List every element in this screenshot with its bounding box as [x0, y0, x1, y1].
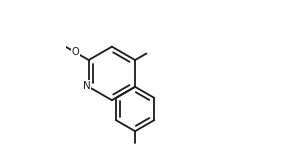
Text: N: N: [83, 81, 91, 91]
Text: O: O: [72, 47, 79, 57]
